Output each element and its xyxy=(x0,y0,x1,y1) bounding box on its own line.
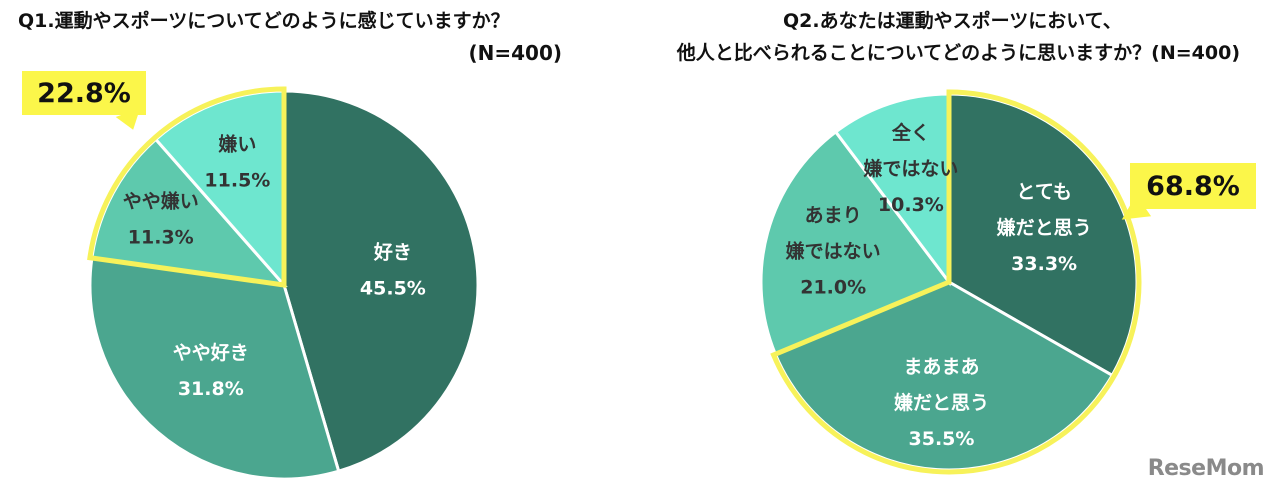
q1-slice-1 xyxy=(88,256,341,481)
q1-pie-chart: 好き 45.5% やや好き 31.8% やや嫌い 11.3% 嫌い 11.5% xyxy=(87,86,480,481)
q1-slice-0-value: 45.5% xyxy=(360,277,426,299)
q1-highlight-outline xyxy=(87,86,287,288)
q2-slice-2-label: あまり xyxy=(805,205,862,227)
q1-slice-0 xyxy=(282,89,480,474)
q1-slice-1-label: やや好き xyxy=(173,341,249,364)
q1-title: Q1.運動やスポーツについてどのように感じていますか？ xyxy=(18,10,510,32)
q2-slice-0-label: 嫌だと思う xyxy=(997,216,1092,239)
q2-slice-1-value: 35.5% xyxy=(909,428,975,450)
q2-slice-3-label: 全く xyxy=(891,121,930,144)
q2-slice-1-label: まあまあ xyxy=(903,356,979,378)
q2-slice-2 xyxy=(759,129,952,357)
q2-slice-2-value: 21.0% xyxy=(800,277,866,299)
q2-title: Q2.あなたは運動やスポーツにおいて、 xyxy=(783,10,1122,32)
q1-slice-2-value: 11.3% xyxy=(128,227,194,249)
q2-slice-2-label: 嫌ではない xyxy=(786,240,881,263)
q1-slice-2-label: やや嫌い xyxy=(123,190,199,213)
q1-slice-1-value: 31.8% xyxy=(178,378,244,400)
q2-highlight-callout: 68.8% xyxy=(1130,163,1256,209)
q2-slice-1-label: 嫌だと思う xyxy=(894,391,989,414)
q2-pie-chart: とても嫌だと思う33.3%まあまあ嫌だと思う35.5%あまり嫌ではない21.0%… xyxy=(759,89,1142,475)
q1-slice-3-value: 11.5% xyxy=(204,170,270,192)
q1-highlight-callout: 22.8% xyxy=(22,71,146,115)
q2-slice-3-label: 嫌ではない xyxy=(863,157,958,180)
q2-title-line2: 他人と比べられることについてどのように思いますか？(N=400) xyxy=(676,42,1240,64)
q2-slice-0-label: とても xyxy=(1016,181,1071,203)
q1-sample-size: (N=400) xyxy=(468,41,562,65)
q2-slice-3-value: 10.3% xyxy=(878,194,944,216)
q2-slice-3 xyxy=(833,92,951,287)
q2-slice-0-value: 33.3% xyxy=(1011,253,1077,275)
q2-highlight-outline xyxy=(770,89,1142,475)
q1-slice-3-label: 嫌い xyxy=(218,133,256,156)
brand-logo: ReseMom xyxy=(1147,456,1265,481)
q1-slice-0-label: 好き xyxy=(373,240,412,263)
